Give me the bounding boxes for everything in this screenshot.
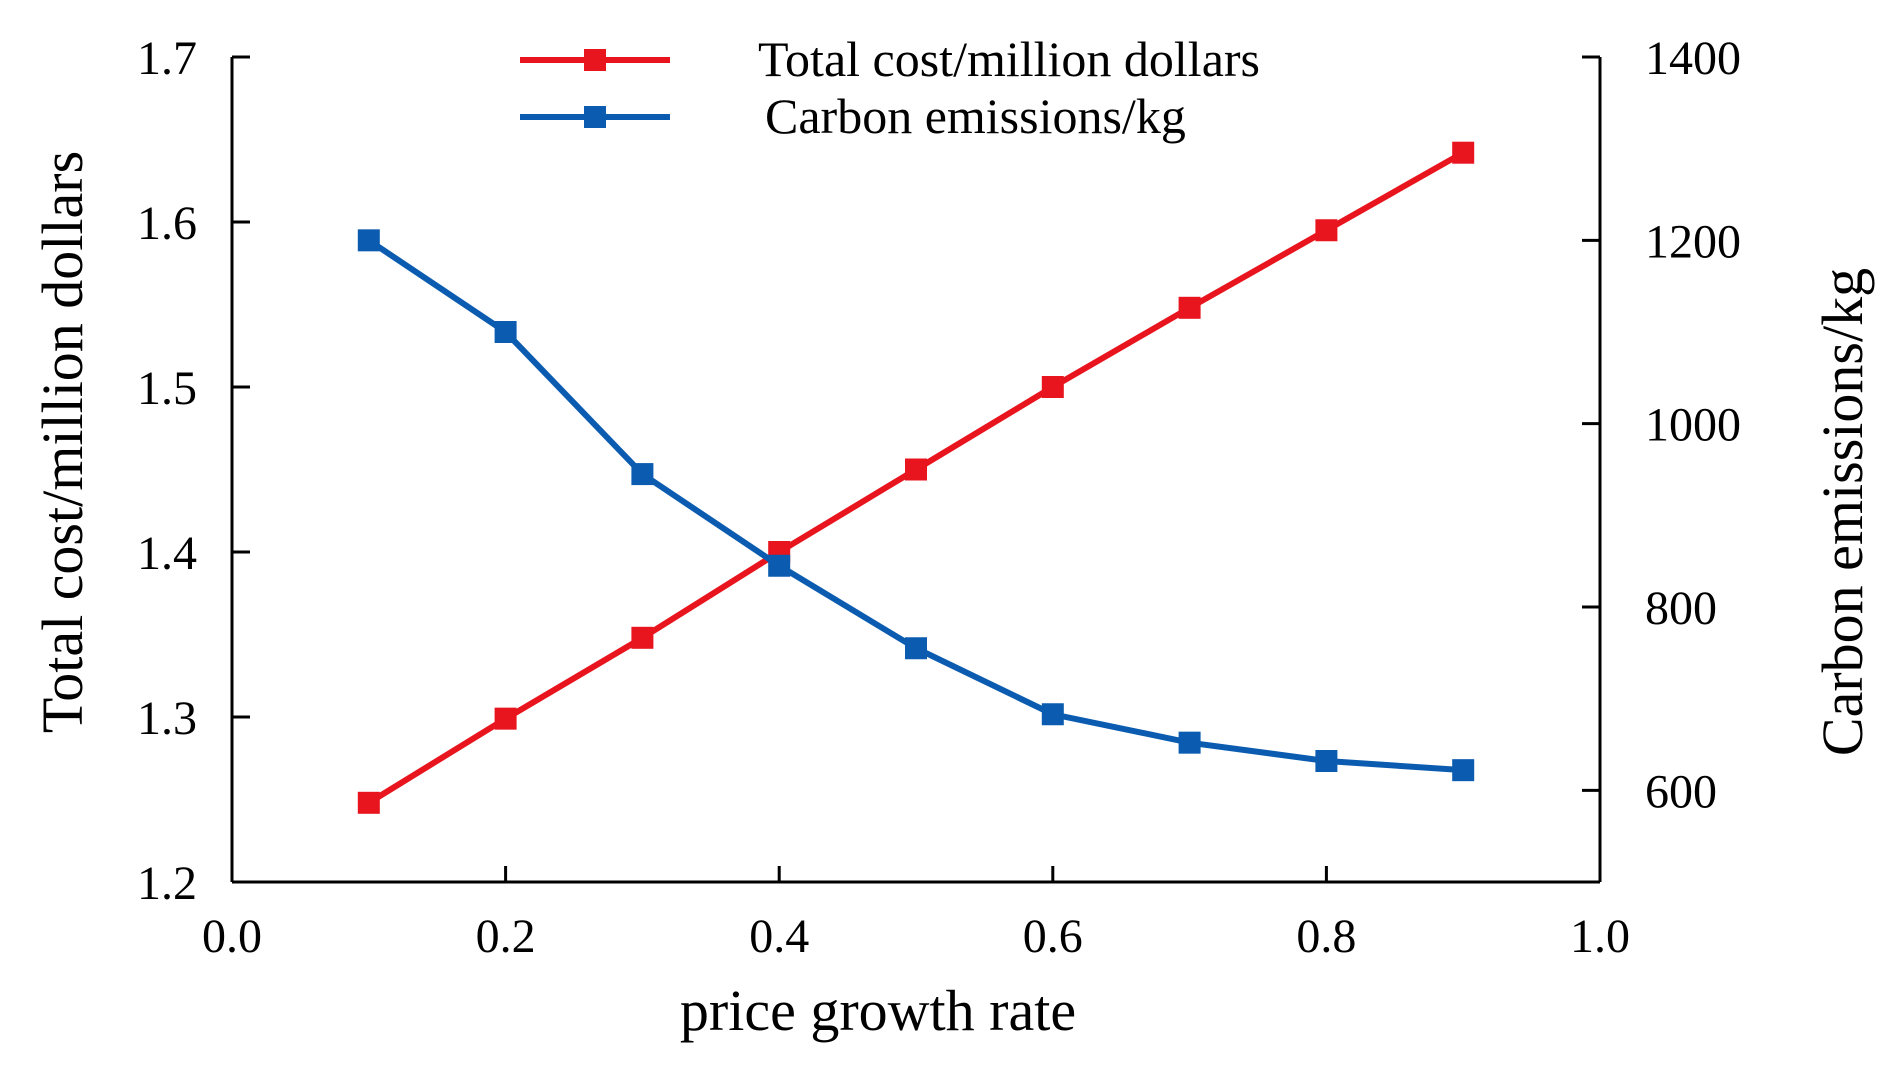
data-point-2-4 (768, 554, 791, 577)
x-tick-label: 0.8 (1296, 910, 1356, 963)
x-tick-label: 1.0 (1570, 910, 1630, 963)
data-point-2-7 (1178, 731, 1201, 754)
y-tick-label: 1.3 (137, 692, 197, 745)
y-tick-label: 1.7 (137, 32, 197, 85)
axes (230, 57, 1602, 884)
data-point-1-6 (1041, 376, 1064, 398)
y-tick-label: 1.2 (137, 857, 197, 910)
y-axis-title: Total cost/million dollars (30, 151, 95, 733)
legend-marker-2 (584, 106, 606, 128)
data-point-2-3 (631, 463, 654, 486)
y2-tick-label: 800 (1645, 582, 1717, 635)
legend-label-2: Carbon emissions/kg (765, 88, 1186, 144)
y2-tick-label: 1000 (1645, 399, 1741, 452)
y2-axis-title: Carbon emissions/kg (1810, 268, 1875, 756)
y2-tick-label: 1200 (1645, 215, 1741, 268)
series-line-2 (367, 237, 1464, 774)
x-tick-label: 0.2 (476, 910, 536, 963)
data-point-1-2 (494, 707, 517, 730)
y-tick-label: 1.6 (137, 197, 197, 250)
y-tick-label: 1.4 (137, 527, 197, 580)
legend-marker-1 (584, 49, 606, 71)
x-axis-ticks: 0.0 0.2 0.4 0.6 0.8 1.0 (202, 866, 1630, 963)
x-axis-title: price growth rate (680, 978, 1076, 1043)
data-point-2-5 (905, 637, 927, 660)
series-layer (357, 141, 1475, 814)
data-point-1-3 (631, 626, 654, 649)
data-point-2-6 (1041, 703, 1064, 726)
data-point-1-9 (1452, 141, 1475, 164)
y-axis-ticks: 1.2 1.3 1.4 1.5 1.6 1.7 (137, 32, 250, 910)
x-tick-label: 0.4 (749, 910, 809, 963)
y2-tick-label: 1400 (1645, 32, 1741, 85)
data-point-1-7 (1178, 296, 1201, 319)
y-tick-label: 1.5 (137, 362, 197, 415)
data-point-1-8 (1315, 219, 1338, 242)
y2-axis-ticks: 600 800 1000 1200 1400 (1582, 32, 1741, 818)
y2-tick-label: 600 (1645, 765, 1717, 818)
data-point-1-5 (905, 458, 927, 481)
data-point-1-1 (357, 791, 380, 814)
data-point-2-9 (1452, 759, 1475, 782)
data-point-2-8 (1315, 750, 1338, 772)
x-tick-label: 0.6 (1023, 910, 1083, 963)
data-point-2-1 (357, 229, 380, 252)
x-tick-label: 0.0 (202, 910, 262, 963)
data-point-2-2 (494, 321, 517, 343)
legend-label-1: Total cost/million dollars (758, 31, 1260, 87)
